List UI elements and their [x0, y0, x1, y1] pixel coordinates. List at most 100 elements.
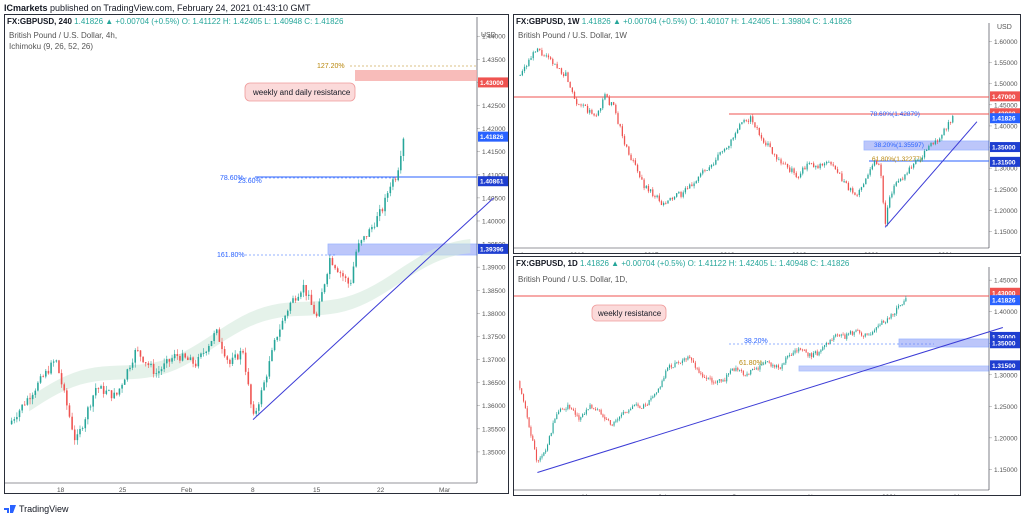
candle-body — [704, 170, 706, 172]
candle-body — [271, 350, 273, 362]
candle-body — [796, 350, 798, 352]
symbol-timeframe[interactable]: FX:GBPUSD, 1W — [516, 17, 580, 26]
candle-body — [770, 362, 772, 367]
candle-body — [639, 171, 641, 178]
indicator-name[interactable]: Ichimoku (9, 26, 52, 26) — [9, 42, 94, 51]
candle-body — [800, 348, 802, 350]
candle-body — [569, 404, 571, 409]
chart-1w-canvas[interactable]: USD 1.600001.550001.500001.450001.400001… — [514, 15, 1021, 254]
candle-body — [921, 157, 923, 160]
x-tick-label: Mar — [439, 487, 451, 494]
candle-body — [289, 302, 292, 311]
candle-body — [763, 363, 765, 365]
candle-body — [563, 408, 565, 410]
candle-body — [805, 349, 807, 353]
candle-body — [897, 305, 900, 308]
candle-body — [13, 419, 16, 421]
candle-body — [717, 154, 719, 160]
symbol-timeframe[interactable]: FX:GBPUSD, 1D — [516, 259, 578, 268]
candle-body — [619, 416, 621, 420]
price-badge-label: 1.36000 — [992, 334, 1016, 341]
x-tick-label: 15 — [313, 487, 321, 494]
candle-body — [556, 63, 558, 69]
candle-body — [637, 404, 639, 407]
candle-body — [652, 189, 654, 197]
chart-4h-canvas[interactable]: USD 1.440001.435001.430001.425001.420001… — [5, 15, 509, 494]
candle-body — [585, 409, 587, 415]
candle-body — [598, 409, 600, 411]
candle-body — [21, 404, 23, 411]
y-tick-label: 1.25000 — [994, 404, 1018, 411]
price-badge-resistance — [990, 91, 1020, 102]
candle-body — [783, 363, 785, 365]
candle-body — [888, 318, 890, 320]
candle-body — [868, 334, 870, 336]
fib-382: 38.20% — [744, 338, 768, 345]
candle-body — [118, 388, 121, 395]
candle-body — [731, 368, 733, 371]
candle-body — [646, 404, 648, 406]
candle-body — [720, 379, 722, 382]
candle-body — [667, 367, 669, 371]
candle-body — [882, 175, 884, 203]
symbol-timeframe[interactable]: FX:GBPUSD, 240 — [7, 17, 72, 26]
candle-body — [657, 388, 659, 393]
candle-body — [100, 386, 102, 389]
candle-body — [572, 409, 574, 411]
candle-body — [578, 415, 580, 420]
candle-body — [617, 113, 619, 124]
candle-body — [722, 380, 724, 382]
candle-body — [521, 388, 523, 395]
candle-body — [864, 333, 866, 337]
candle-body — [281, 320, 284, 330]
y-tick-label: 1.20000 — [994, 208, 1018, 215]
candle-body — [750, 370, 752, 375]
chart-panel-1d[interactable]: FX:GBPUSD, 1D 1.41826 ▲ +0.00704 (+0.5%)… — [513, 256, 1021, 496]
candle-body — [879, 324, 881, 326]
candle-body — [55, 360, 58, 362]
chart-panel-1w[interactable]: FX:GBPUSD, 1W 1.41826 ▲ +0.00704 (+0.5%)… — [513, 14, 1021, 254]
candle-body — [884, 202, 887, 224]
candle-body — [386, 193, 389, 198]
candle-body — [626, 412, 628, 414]
candle-body — [693, 183, 695, 187]
candle-body — [113, 392, 115, 399]
candle-body — [730, 139, 732, 146]
candle-body — [10, 420, 13, 425]
candle-body — [530, 427, 532, 436]
candle-body — [912, 163, 915, 168]
candle-body — [793, 168, 795, 174]
candle-body — [593, 408, 595, 410]
candle-body — [582, 104, 584, 106]
candle-body — [885, 322, 887, 324]
candle-body — [197, 357, 200, 367]
candle-body — [66, 390, 68, 406]
candle-body — [643, 404, 645, 409]
candle-body — [528, 417, 530, 428]
candle-body — [110, 390, 113, 399]
candle-body — [537, 460, 539, 462]
candle-body — [589, 404, 591, 410]
candle-body — [782, 163, 784, 165]
candle-body — [724, 380, 726, 382]
publisher-name[interactable]: ICmarkets — [4, 3, 48, 13]
candle-body — [541, 50, 543, 56]
candle-body — [158, 371, 160, 374]
candle-body — [812, 163, 815, 168]
chart-panel-4h[interactable]: FX:GBPUSD, 240 1.41826 ▲ +0.00704 (+0.5%… — [4, 14, 509, 494]
candle-body — [539, 457, 541, 461]
candle-body — [855, 330, 857, 332]
candle-body — [822, 347, 824, 351]
candle-body — [749, 116, 752, 122]
candle-body — [772, 365, 774, 367]
candle-body — [858, 189, 860, 196]
chart-1d-canvas[interactable]: 1.45000 1.40000 1.35000 1.30000 1.25000 1.200… — [514, 257, 1021, 496]
price-badge-resistance — [478, 77, 508, 88]
support-zone — [898, 338, 990, 348]
candle-body — [126, 369, 129, 380]
candle-body — [728, 373, 730, 375]
candle-body — [810, 162, 813, 164]
tradingview-footer[interactable]: TradingView — [4, 504, 69, 514]
candle-body — [326, 274, 328, 285]
candle-body — [786, 163, 789, 168]
